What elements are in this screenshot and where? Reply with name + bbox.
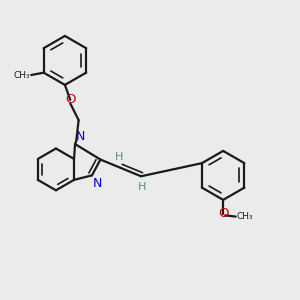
Text: CH₃: CH₃ [13,70,30,80]
Text: N: N [76,130,86,142]
Text: O: O [65,93,76,106]
Text: N: N [93,177,103,190]
Text: H: H [138,182,147,192]
Text: H: H [115,152,123,162]
Text: O: O [218,207,228,220]
Text: CH₃: CH₃ [237,212,253,221]
